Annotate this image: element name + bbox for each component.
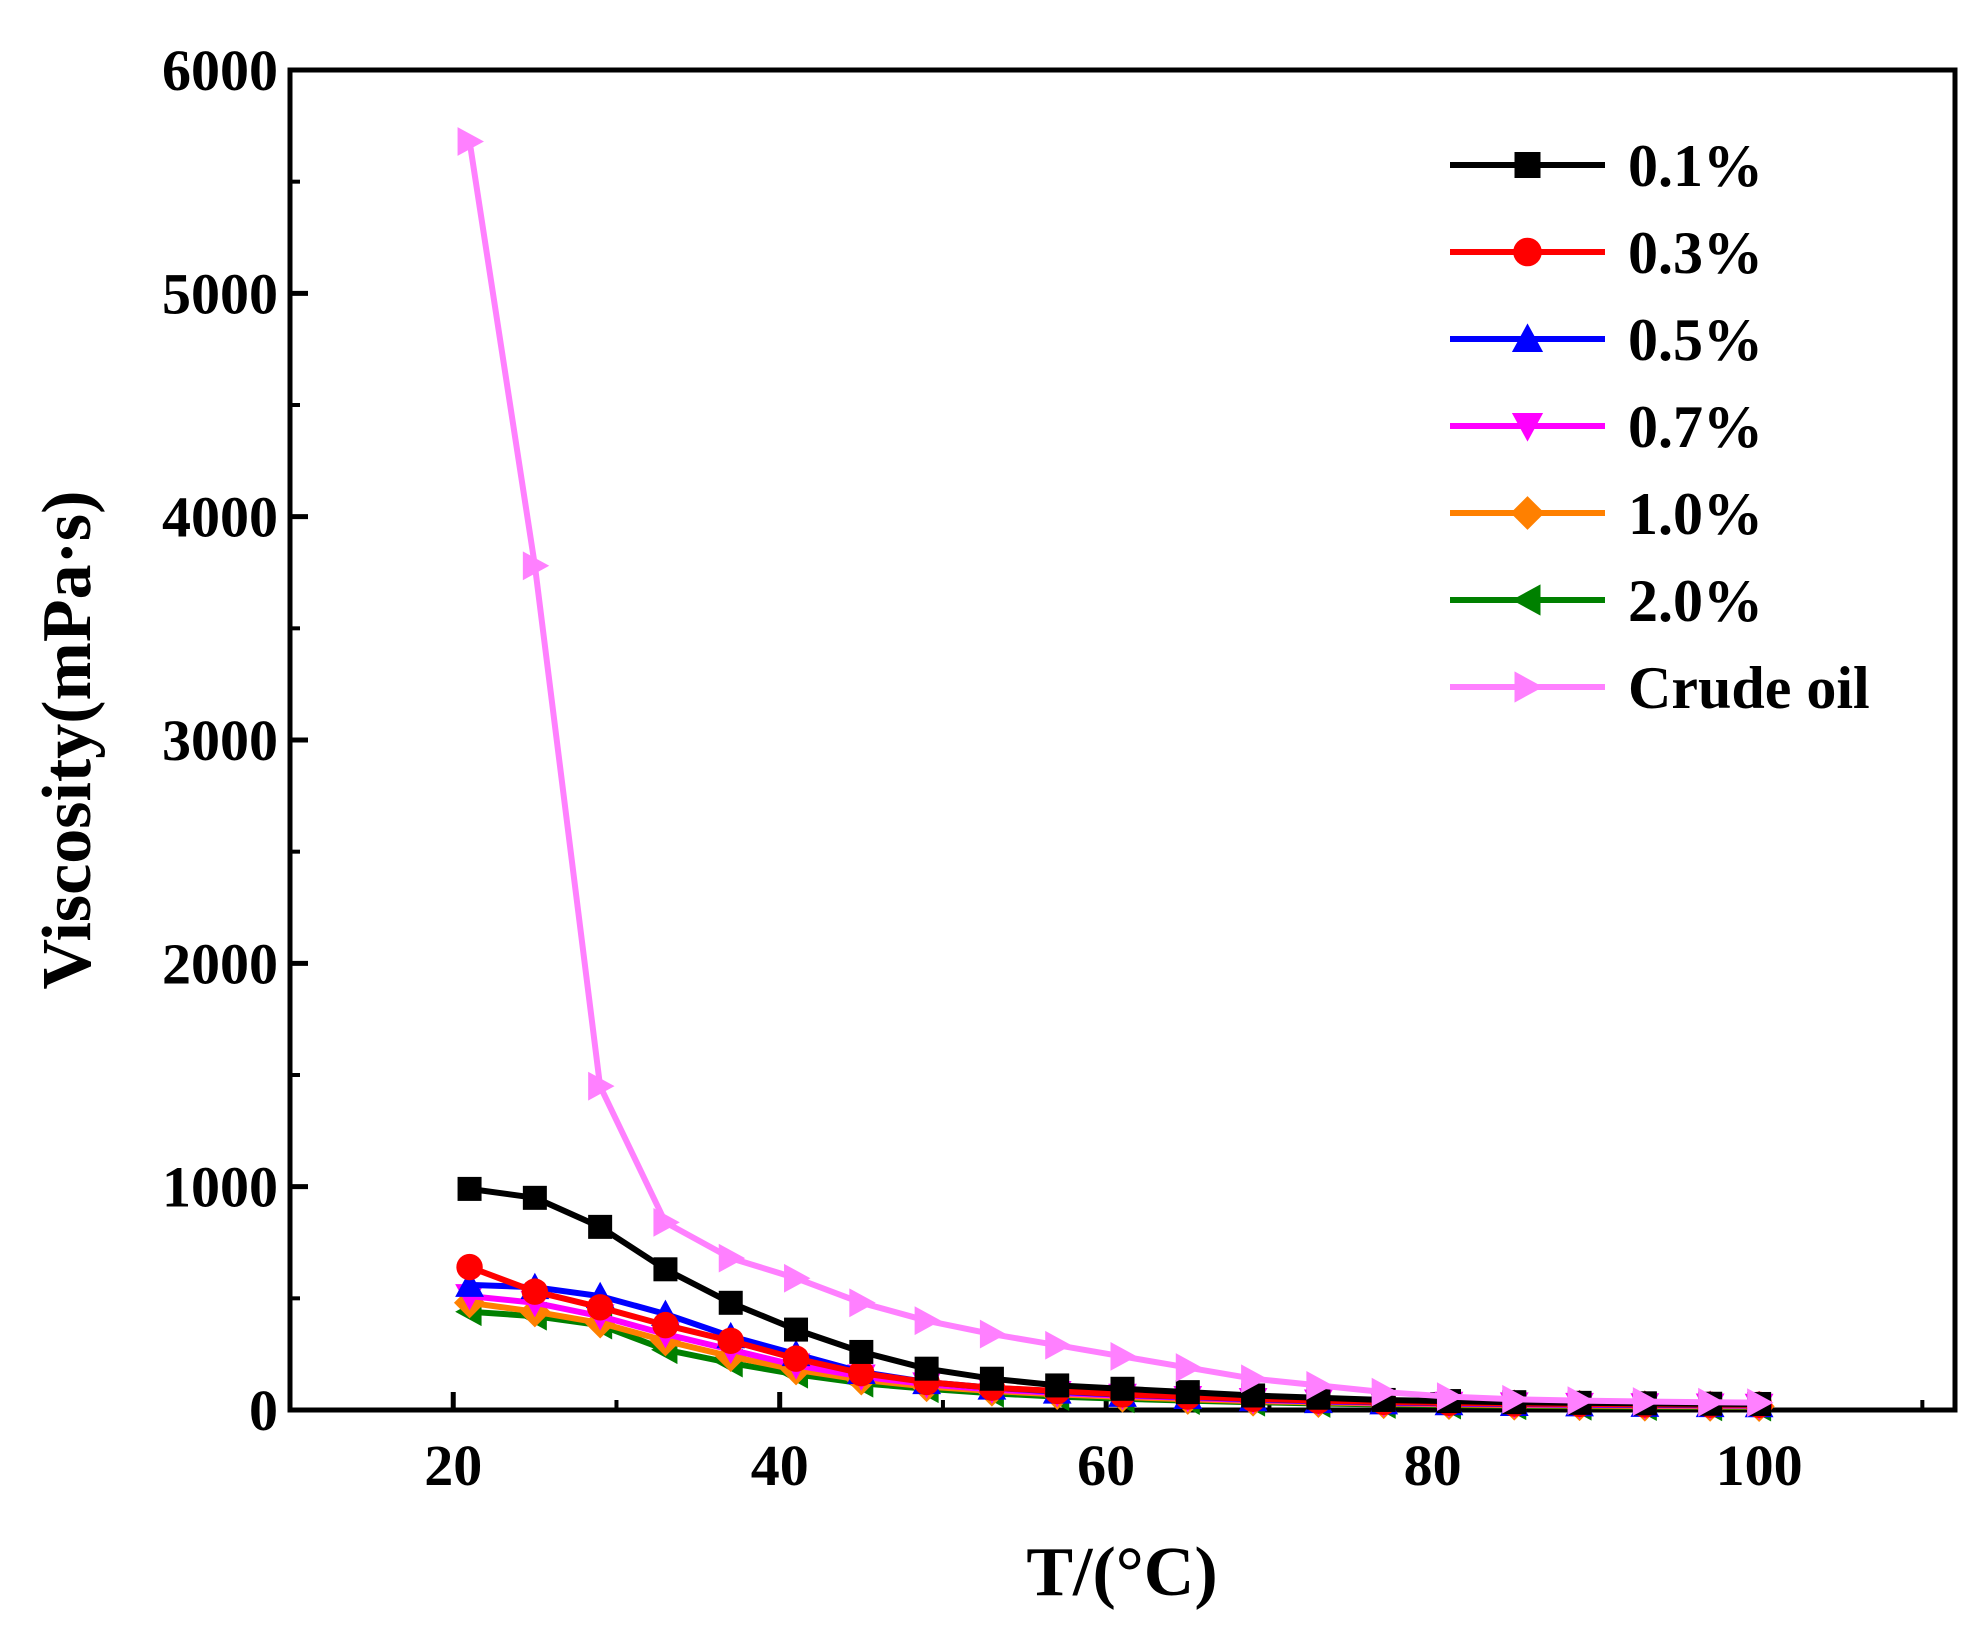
data-point	[717, 1327, 744, 1354]
legend-item: Crude oil	[1450, 655, 1870, 721]
y-tick-label: 0	[249, 1378, 278, 1443]
data-point	[455, 1270, 484, 1297]
data-point	[1513, 237, 1542, 267]
data-point	[653, 1257, 678, 1282]
data-point	[522, 1185, 547, 1210]
x-tick-label: 80	[1404, 1433, 1462, 1498]
data-point	[1175, 1353, 1203, 1382]
data-point	[1436, 1382, 1464, 1411]
y-tick-label: 2000	[162, 931, 278, 996]
data-point	[849, 1288, 876, 1318]
data-point	[784, 1263, 811, 1293]
legend-item: 2.0%	[1450, 568, 1763, 634]
data-point	[848, 1359, 875, 1387]
legend-label: 1.0%	[1628, 481, 1763, 547]
data-point	[653, 1208, 680, 1237]
data-point	[849, 1339, 874, 1364]
y-tick-label: 6000	[162, 38, 278, 103]
data-point	[1175, 1380, 1200, 1405]
legend-item: 0.3%	[1450, 220, 1763, 286]
legend-label: 0.1%	[1628, 133, 1763, 199]
x-axis-title: T/(°C)	[1026, 1534, 1217, 1611]
data-point	[1110, 1342, 1137, 1371]
legend-item: 0.7%	[1450, 394, 1763, 460]
data-point	[979, 1319, 1007, 1349]
data-point	[1514, 152, 1541, 178]
data-point	[522, 551, 550, 581]
x-tick-label: 100	[1716, 1433, 1803, 1498]
data-point	[784, 1317, 809, 1342]
y-tick-label: 1000	[162, 1155, 278, 1220]
data-point	[1514, 671, 1544, 703]
data-point	[782, 1345, 810, 1372]
y-tick-label: 5000	[162, 261, 278, 326]
legend-item: 0.5%	[1450, 307, 1763, 373]
data-point	[1511, 413, 1544, 442]
data-point	[588, 1071, 615, 1101]
y-tick-label: 4000	[162, 485, 278, 550]
legend-label: 0.3%	[1628, 220, 1763, 286]
data-point	[456, 1253, 483, 1281]
data-point	[521, 1278, 549, 1305]
y-tick-label: 3000	[162, 708, 278, 773]
data-point	[1045, 1330, 1072, 1360]
data-point	[1371, 1377, 1399, 1407]
data-point	[1511, 323, 1544, 352]
legend-label: Crude oil	[1628, 655, 1870, 721]
x-tick-label: 40	[751, 1433, 809, 1498]
series-layer	[453, 127, 1775, 1423]
data-point	[1510, 496, 1545, 530]
data-point	[652, 1311, 679, 1339]
legend-label: 0.5%	[1628, 307, 1763, 373]
data-point	[1511, 584, 1541, 616]
series-crude-oil	[457, 127, 1774, 1418]
x-tick-label: 20	[424, 1433, 482, 1498]
data-point	[588, 1214, 613, 1239]
x-tick-label: 60	[1077, 1433, 1135, 1498]
data-point	[1698, 1387, 1725, 1417]
data-point	[914, 1356, 939, 1381]
data-point	[1747, 1388, 1774, 1418]
data-point	[1241, 1364, 1268, 1394]
data-point	[457, 127, 484, 156]
data-point	[718, 1243, 746, 1273]
data-point	[1632, 1387, 1660, 1416]
data-point	[1045, 1373, 1070, 1398]
data-point	[1502, 1384, 1529, 1414]
y-axis-ticks: 0 1000 2000 3000 4000 5000 6000	[162, 38, 308, 1443]
legend-item: 1.0%	[1450, 481, 1763, 547]
legend-item: 0.1%	[1450, 133, 1763, 199]
data-point	[586, 1294, 614, 1321]
data-point	[457, 1176, 482, 1201]
data-point	[979, 1366, 1004, 1391]
data-point	[1110, 1376, 1135, 1401]
y-axis-title: Viscosity(mPa·s)	[29, 491, 106, 990]
legend: 0.1% 0.3% 0.5% 0.7% 1.0% 2.0% Crude oil	[1450, 133, 1870, 721]
data-point	[1567, 1386, 1594, 1416]
data-point	[1306, 1371, 1333, 1400]
legend-label: 2.0%	[1628, 568, 1763, 634]
legend-label: 0.7%	[1628, 394, 1763, 460]
data-point	[718, 1290, 743, 1315]
data-point	[914, 1306, 942, 1336]
